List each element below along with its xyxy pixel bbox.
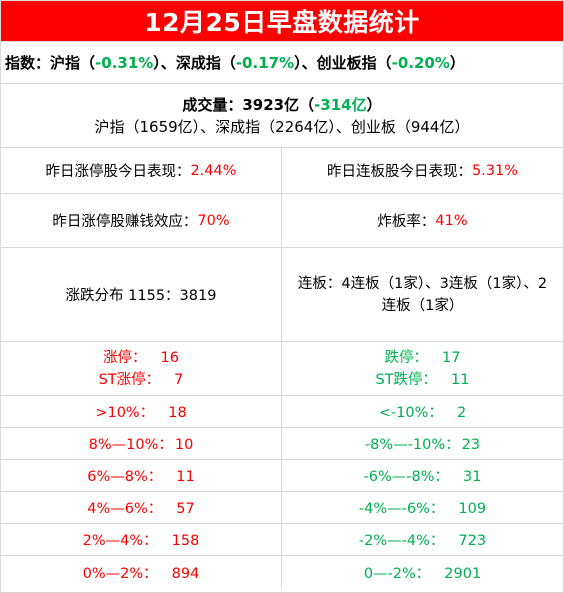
range-down-label: -4%—-6%： bbox=[358, 501, 445, 517]
limit-up-label: 涨停： bbox=[103, 349, 147, 366]
volume-change: -314亿 bbox=[314, 95, 367, 114]
consecutive-cell: 连板：4连板（1家）、3连板（1家）、2连板（1家） bbox=[282, 248, 563, 341]
range-down-cell: -6%—-8%： 31 bbox=[282, 460, 563, 491]
range-up-cell: 6%—8%： 11 bbox=[1, 460, 282, 491]
sh-index-label: 沪指（ bbox=[50, 54, 96, 72]
range-up-cell: 8%—10%： 10 bbox=[1, 428, 282, 459]
limit-down-label: 跌停： bbox=[384, 349, 429, 366]
table-row: >10%： 18 <-10%： 2 bbox=[1, 395, 563, 427]
limit-down-line: 跌停： 17 bbox=[385, 347, 461, 369]
table-row: 6%—8%： 11 -6%—-8%： 31 bbox=[1, 459, 563, 491]
table-row: 0%—2%： 894 0—-2%： 2901 bbox=[1, 555, 563, 588]
sz-index-close: ）、 bbox=[294, 54, 317, 72]
table-row: 4%—6%： 57 -4%—-6%： 109 bbox=[1, 491, 563, 523]
distribution-cell: 涨跌分布 1155：3819 bbox=[1, 248, 282, 341]
effect-row: 昨日涨停股赚钱效应： 70% 炸板率： 41% bbox=[1, 193, 563, 247]
st-limit-down-value: 11 bbox=[451, 371, 470, 388]
st-limit-down-label: ST跌停： bbox=[375, 371, 438, 388]
sh-index-close: ）、 bbox=[153, 54, 176, 72]
range-down-label: -2%—-4%： bbox=[358, 533, 445, 549]
range-down-value: 723 bbox=[458, 533, 487, 549]
index-row: 指数： 沪指（ -0.31% ）、 深成指（ -0.17% ）、 创业板指（ -… bbox=[1, 41, 563, 83]
volume-label: 成交量：3923亿（ bbox=[182, 95, 315, 114]
yesterday-limit-up-label: 昨日涨停股今日表现： bbox=[45, 164, 191, 180]
range-up-label: 2%—4%： bbox=[82, 533, 158, 549]
range-up-cell: 2%—4%： 158 bbox=[1, 524, 282, 555]
range-up-value: 158 bbox=[171, 533, 200, 549]
st-limit-up-line: ST涨停： 7 bbox=[99, 369, 184, 391]
page-title: 12月25日早盘数据统计 bbox=[1, 1, 563, 41]
yesterday-consecutive-cell: 昨日连板股今日表现： 5.31% bbox=[282, 148, 563, 193]
break-rate-cell: 炸板率： 41% bbox=[282, 194, 563, 247]
range-up-label: 8%—10%： bbox=[88, 437, 173, 453]
volume-line: 成交量：3923亿（-314亿） bbox=[182, 94, 381, 116]
range-up-value: 894 bbox=[171, 565, 200, 582]
yesterday-limit-up-value: 2.44% bbox=[190, 162, 237, 179]
range-up-value: 10 bbox=[174, 437, 194, 453]
range-up-label: 6%—8%： bbox=[87, 469, 163, 485]
range-down-label: <-10%： bbox=[378, 405, 443, 421]
range-down-label: -8%—-10%： bbox=[364, 437, 460, 453]
range-down-label: 0—-2%： bbox=[363, 565, 431, 582]
limit-down-value: 17 bbox=[442, 349, 461, 366]
limit-up-line: 涨停： 16 bbox=[103, 347, 179, 369]
st-limit-down-line: ST跌停： 11 bbox=[375, 369, 469, 391]
cy-index-label: 创业板指（ bbox=[316, 54, 392, 72]
range-up-label: 0%—2%： bbox=[82, 565, 158, 582]
range-down-cell: 0—-2%： 2901 bbox=[282, 556, 563, 588]
limit-down-cell: 跌停： 17 ST跌停： 11 bbox=[282, 342, 563, 395]
index-label: 指数： bbox=[5, 54, 51, 72]
range-down-value: 2901 bbox=[444, 565, 482, 582]
range-down-value: 2 bbox=[456, 405, 467, 421]
range-up-label: >10%： bbox=[95, 405, 155, 421]
performance-row: 昨日涨停股今日表现： 2.44% 昨日连板股今日表现： 5.31% bbox=[1, 147, 563, 193]
consecutive-detail: 连板：4连板（1家）、3连板（1家）、2连板（1家） bbox=[297, 275, 548, 314]
money-effect-label: 昨日涨停股赚钱效应： bbox=[52, 214, 198, 230]
st-limit-up-label: ST涨停： bbox=[98, 371, 161, 388]
range-down-value: 109 bbox=[458, 501, 487, 517]
limit-up-value: 16 bbox=[160, 349, 179, 366]
table-row: 2%—4%： 158 -2%—-4%： 723 bbox=[1, 523, 563, 555]
sh-index-value: -0.31% bbox=[95, 53, 154, 72]
range-table: >10%： 18 <-10%： 2 8%—10%： 10 -8%—-10%： 23 6%… bbox=[1, 395, 563, 588]
table-row: 8%—10%： 10 -8%—-10%： 23 bbox=[1, 427, 563, 459]
sz-index-label: 深成指（ bbox=[175, 54, 236, 72]
break-rate-value: 41% bbox=[435, 212, 468, 229]
range-down-value: 31 bbox=[463, 469, 482, 485]
yesterday-limit-up-cell: 昨日涨停股今日表现： 2.44% bbox=[1, 148, 282, 193]
range-up-cell: 4%—6%： 57 bbox=[1, 492, 282, 523]
range-up-value: 11 bbox=[176, 469, 195, 485]
volume-row: 成交量：3923亿（-314亿） 沪指（1659亿）、深成指（2264亿）、创业… bbox=[1, 83, 563, 147]
money-effect-value: 70% bbox=[197, 212, 230, 229]
yesterday-consecutive-label: 昨日连板股今日表现： bbox=[326, 164, 472, 180]
range-down-cell: -4%—-6%： 109 bbox=[282, 492, 563, 523]
range-up-cell: >10%： 18 bbox=[1, 396, 282, 427]
st-limit-up-value: 7 bbox=[174, 371, 184, 388]
range-down-value: 23 bbox=[461, 437, 481, 453]
distribution-row: 涨跌分布 1155：3819 连板：4连板（1家）、3连板（1家）、2连板（1家… bbox=[1, 247, 563, 341]
distribution-text: 涨跌分布 1155：3819 bbox=[65, 288, 217, 304]
cy-index-value: -0.20% bbox=[391, 53, 450, 72]
range-down-cell: -8%—-10%： 23 bbox=[282, 428, 563, 459]
money-effect-cell: 昨日涨停股赚钱效应： 70% bbox=[1, 194, 282, 247]
range-up-label: 4%—6%： bbox=[87, 501, 163, 517]
limit-up-cell: 涨停： 16 ST涨停： 7 bbox=[1, 342, 282, 395]
range-up-value: 18 bbox=[168, 405, 187, 421]
break-rate-label: 炸板率： bbox=[377, 214, 436, 230]
sz-index-value: -0.17% bbox=[235, 53, 295, 72]
range-down-label: -6%—-8%： bbox=[363, 469, 450, 485]
range-up-cell: 0%—2%： 894 bbox=[1, 556, 282, 588]
limits-row: 涨停： 16 ST涨停： 7 跌停： 17 ST跌停： 11 bbox=[1, 341, 563, 395]
range-down-cell: -2%—-4%： 723 bbox=[282, 524, 563, 555]
volume-detail: 沪指（1659亿）、深成指（2264亿）、创业板（944亿） bbox=[94, 117, 470, 136]
yesterday-consecutive-value: 5.31% bbox=[471, 162, 519, 179]
cy-index-close: ） bbox=[449, 54, 465, 72]
volume-close: ） bbox=[366, 95, 382, 114]
range-down-cell: <-10%： 2 bbox=[282, 396, 563, 427]
range-up-value: 57 bbox=[176, 501, 195, 517]
